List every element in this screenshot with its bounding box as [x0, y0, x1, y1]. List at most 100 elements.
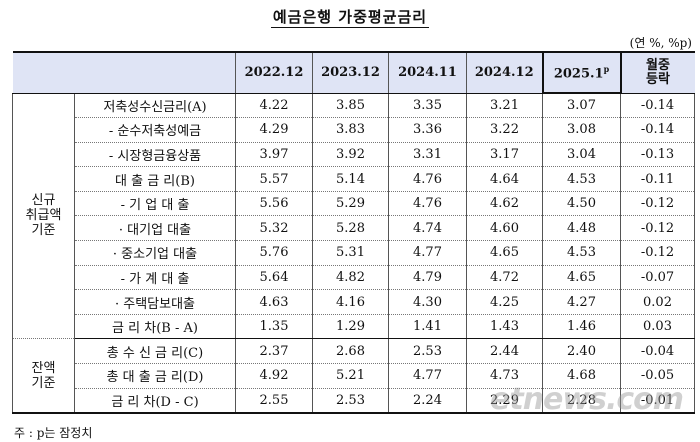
cell-value: 4.65: [466, 240, 543, 266]
table-row: 금 리 차(D - C) 2.55 2.53 2.24 2.29 2.28 -0.01: [13, 387, 695, 414]
cell-value: 1.35: [235, 313, 313, 340]
cell-change: -0.11: [620, 166, 695, 192]
cell-value: 4.48: [542, 215, 621, 242]
cell-value: 3.08: [542, 117, 621, 143]
interest-rate-table: 2022.12 2023.12 2024.11 2024.12 2025.1p …: [12, 51, 695, 414]
table-row: 대 출 금 리(B) 5.57 5.14 4.76 4.64 4.53 -0.11: [13, 166, 695, 192]
watermark-logo: etnews.com: [490, 382, 684, 417]
cell-change: -0.05: [620, 363, 695, 389]
group-label-balance: 잔액 기준: [12, 338, 75, 414]
col-header-monthly-change: 월중 등락: [620, 51, 695, 94]
header-blank: [12, 51, 236, 94]
cell-value: 2.28: [542, 387, 621, 414]
cell-value: 4.16: [312, 289, 389, 315]
cell-value: 2.53: [312, 387, 389, 414]
cell-value: 2.53: [388, 338, 467, 365]
cell-value: 3.21: [466, 92, 543, 119]
table-row: - 기 업 대 출 5.56 5.29 4.76 4.62 4.50 -0.12: [13, 190, 695, 217]
table-row: · 중소기업 대출 5.76 5.31 4.77 4.65 4.53 -0.12: [13, 240, 695, 266]
cell-value: 1.43: [466, 313, 543, 340]
cell-value: 3.97: [235, 141, 313, 168]
cell-value: 4.77: [388, 363, 467, 389]
cell-value: 2.44: [466, 338, 543, 365]
table-row: · 대기업 대출 5.32 5.28 4.74 4.60 4.48 -0.12: [13, 215, 695, 242]
cell-value: 4.64: [466, 166, 543, 192]
row-label: - 가 계 대 출: [74, 264, 236, 291]
cell-value: 4.22: [235, 92, 313, 119]
group-label-new: 신규 취급액 기준: [12, 92, 75, 340]
col-header-2024-12: 2024.12: [466, 51, 543, 94]
cell-change: -0.01: [620, 387, 695, 414]
cell-value: 5.32: [235, 215, 313, 242]
cell-value: 1.46: [542, 313, 621, 340]
cell-value: 2.55: [235, 387, 313, 414]
cell-change: -0.04: [620, 338, 695, 365]
cell-value: 3.22: [466, 117, 543, 143]
row-label: · 중소기업 대출: [74, 240, 236, 266]
cell-change: -0.14: [620, 92, 695, 119]
row-label: - 순수저축성예금: [74, 117, 236, 143]
cell-value: 4.65: [542, 264, 621, 291]
table-header-row: 2022.12 2023.12 2024.11 2024.12 2025.1p …: [12, 51, 695, 94]
cell-value: 3.85: [312, 92, 389, 119]
cell-change: 0.03: [620, 313, 695, 340]
row-label: · 대기업 대출: [74, 215, 236, 242]
cell-change: -0.13: [620, 141, 695, 168]
table-row: - 시장형금융상품 3.97 3.92 3.31 3.17 3.04 -0.13: [13, 141, 695, 168]
row-label: 금 리 차(D - C): [74, 387, 236, 414]
cell-value: 3.07: [542, 92, 621, 119]
cell-value: 1.41: [388, 313, 467, 340]
cell-value: 4.76: [388, 190, 467, 217]
cell-value: 1.29: [312, 313, 389, 340]
cell-value: 5.56: [235, 190, 313, 217]
cell-value: 2.68: [312, 338, 389, 365]
cell-value: 3.17: [466, 141, 543, 168]
col-header-2022-12: 2022.12: [235, 51, 313, 94]
cell-value: 4.27: [542, 289, 621, 315]
cell-value: 4.76: [388, 166, 467, 192]
cell-change: -0.12: [620, 190, 695, 217]
cell-value: 3.35: [388, 92, 467, 119]
cell-value: 4.62: [466, 190, 543, 217]
cell-value: 2.40: [542, 338, 621, 365]
cell-value: 4.30: [388, 289, 467, 315]
cell-change: -0.07: [620, 264, 695, 291]
cell-value: 5.21: [312, 363, 389, 389]
cell-value: 4.50: [542, 190, 621, 217]
row-label: 금 리 차(B - A): [74, 313, 236, 340]
cell-value: 4.25: [466, 289, 543, 315]
cell-value: 4.29: [235, 117, 313, 143]
cell-value: 5.14: [312, 166, 389, 192]
cell-value: 5.28: [312, 215, 389, 242]
cell-value: 3.36: [388, 117, 467, 143]
cell-value: 4.72: [466, 264, 543, 291]
table-row: 금 리 차(B - A) 1.35 1.29 1.41 1.43 1.46 0.03: [13, 313, 695, 340]
cell-value: 3.92: [312, 141, 389, 168]
row-label: 총 대 출 금 리(D): [74, 363, 236, 389]
cell-value: 4.82: [312, 264, 389, 291]
row-label: 대 출 금 리(B): [74, 166, 236, 192]
table-row: 잔액 기준 총 수 신 금 리(C) 2.37 2.68 2.53 2.44 2.40 -0.0…: [12, 338, 695, 414]
cell-value: 3.31: [388, 141, 467, 168]
cell-value: 5.29: [312, 190, 389, 217]
footnote: 주 : p는 잠정치: [14, 426, 93, 440]
cell-value: 4.53: [542, 166, 621, 192]
table-row: 총 대 출 금 리(D) 4.92 5.21 4.77 4.73 4.68 -0.05: [13, 363, 695, 389]
row-label: - 시장형금융상품: [74, 141, 236, 168]
table-title: 예금은행 가중평균금리: [270, 8, 430, 28]
cell-change: -0.12: [620, 215, 695, 242]
cell-value: 4.53: [542, 240, 621, 266]
row-label: · 주택담보대출: [74, 289, 236, 315]
row-label: - 기 업 대 출: [74, 190, 236, 217]
table-row: - 가 계 대 출 5.64 4.82 4.79 4.72 4.65 -0.07: [13, 264, 695, 291]
unit-label: (연 %, %p): [629, 36, 692, 50]
cell-value: 3.83: [312, 117, 389, 143]
cell-value: 4.60: [466, 215, 543, 242]
cell-value: 3.04: [542, 141, 621, 168]
table-row: 신규 취급액 기준 저축성수신금리(A) 4.22 3.85 3.35 3.21 3.07 -0.…: [12, 92, 695, 340]
cell-change: 0.02: [620, 289, 695, 315]
cell-value: 5.76: [235, 240, 313, 266]
cell-value: 2.29: [466, 387, 543, 414]
cell-value: 2.37: [235, 338, 313, 365]
cell-value: 2.24: [388, 387, 467, 414]
